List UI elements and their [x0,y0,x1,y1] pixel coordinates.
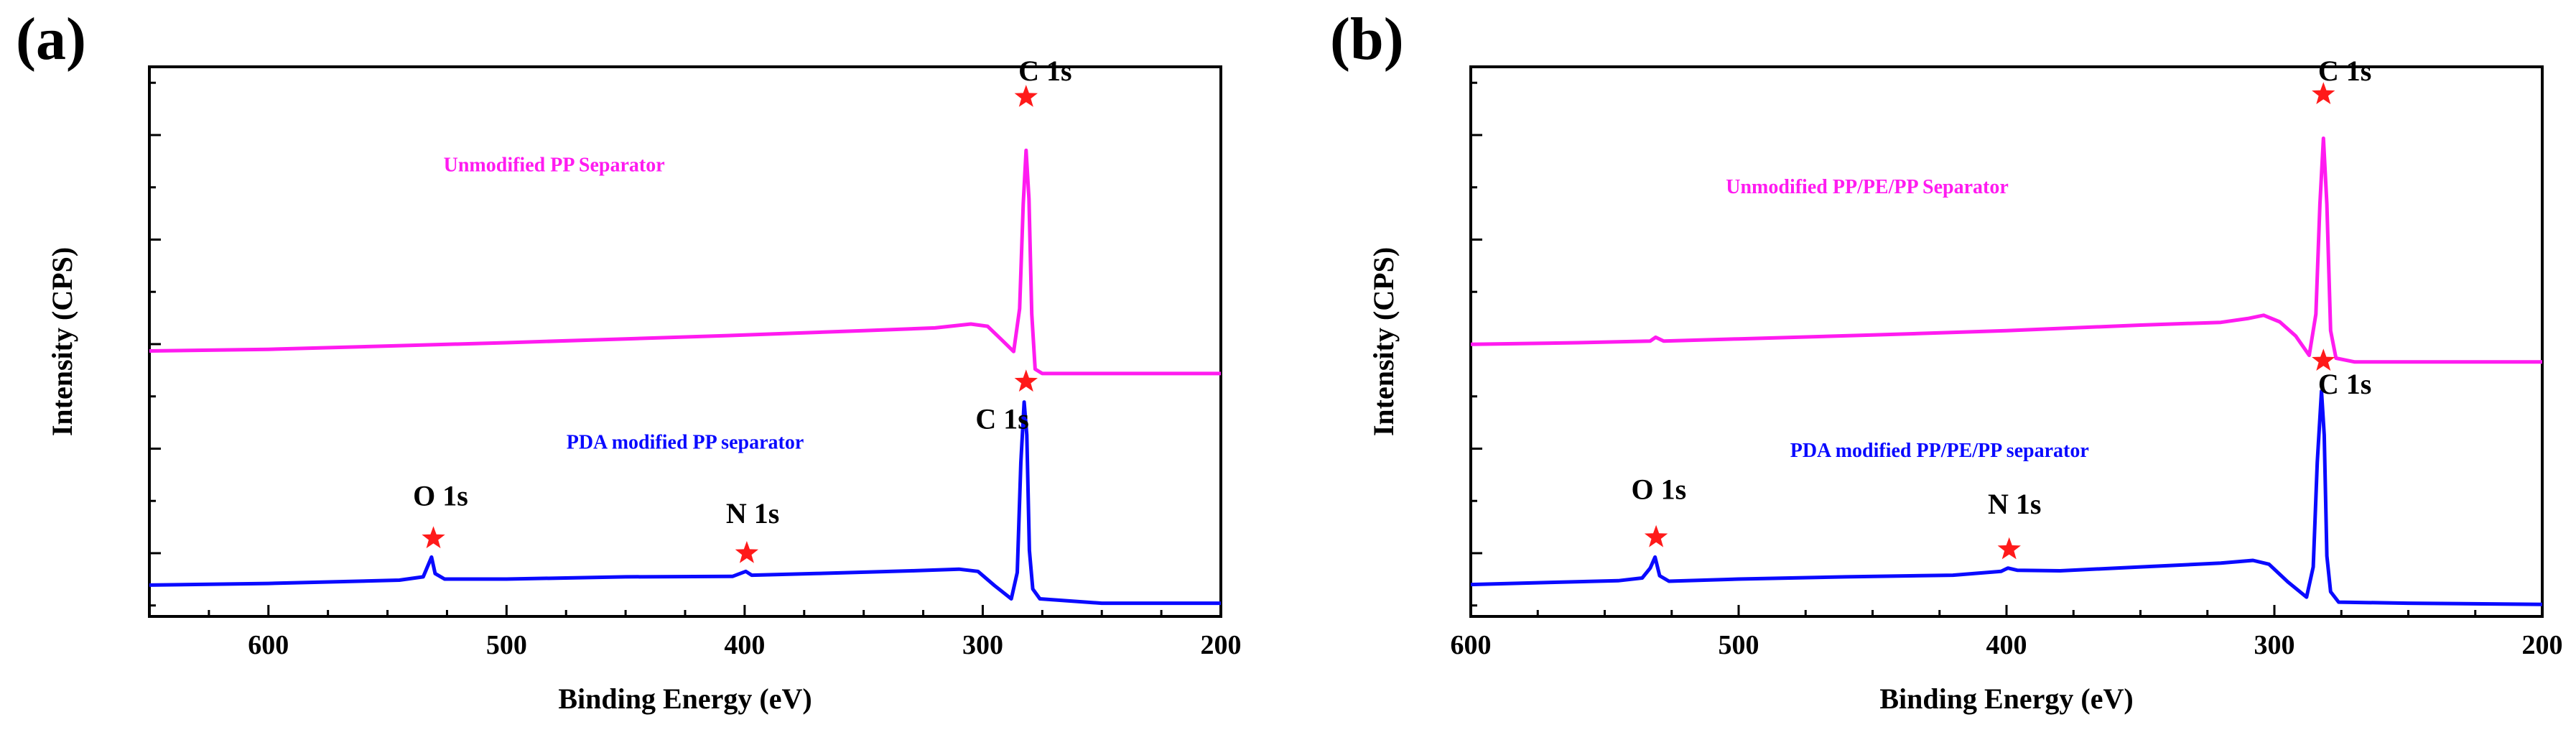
x-axis-title: Binding Energy (eV) [558,683,812,715]
peak-label: C 1s [1018,55,1071,87]
series-line [1470,137,2542,364]
x-tick-label: 500 [486,630,527,660]
series-label: Unmodified PP Separator [444,154,665,176]
x-tick-label: 200 [2522,630,2563,660]
x-tick-label: 200 [1201,630,1242,660]
y-axis-title: Intensity (CPS) [46,247,78,436]
peak-label: C 1s [975,402,1028,435]
peak-star-marker [1014,369,1038,392]
peak-label: C 1s [2318,368,2371,400]
panel-label: (a) [16,6,86,73]
series-label: PDA modified PP separator [567,432,804,454]
peak-star-marker [1014,85,1038,107]
peak-label: C 1s [2318,55,2371,87]
x-tick-label: 300 [962,630,1003,660]
x-axis-title: Binding Energy (eV) [1879,683,2133,715]
x-tick-label: 500 [1719,630,1759,660]
peak-label: O 1s [1632,473,1687,505]
plot-frame [148,65,1222,618]
peak-label: O 1s [413,479,468,512]
series-label: PDA modified PP/PE/PP separator [1790,440,2089,462]
panel-label: (b) [1330,6,1404,73]
panel-b: (b) 600 500 400 300 200 Binding Energy (eV) Int… [1330,6,2563,715]
peak-label: N 1s [726,497,779,529]
x-tick-label: 400 [1986,630,2027,660]
x-tick-label: 300 [2254,630,2295,660]
peak-star-marker [735,541,758,563]
peak-star-marker [2312,82,2335,104]
y-axis-title: Intensity (CPS) [1367,247,1400,436]
x-tick-label: 600 [1451,630,1492,660]
series-line [1470,389,2543,606]
series-line [149,148,1221,376]
peak-star-marker [422,526,445,549]
peak-star-marker [1644,524,1668,547]
panel-a: (a) 600 500 400 300 200 Binding Energy (eV) Int… [16,6,1242,715]
series-label: Unmodified PP/PE/PP Separator [1726,176,2009,198]
series-line [149,400,1221,606]
peak-star-marker [1997,537,2021,560]
peak-label: N 1s [1988,488,2041,520]
x-tick-label: 400 [724,630,765,660]
peak-star-marker [2312,348,2335,371]
x-tick-label: 600 [248,630,289,660]
